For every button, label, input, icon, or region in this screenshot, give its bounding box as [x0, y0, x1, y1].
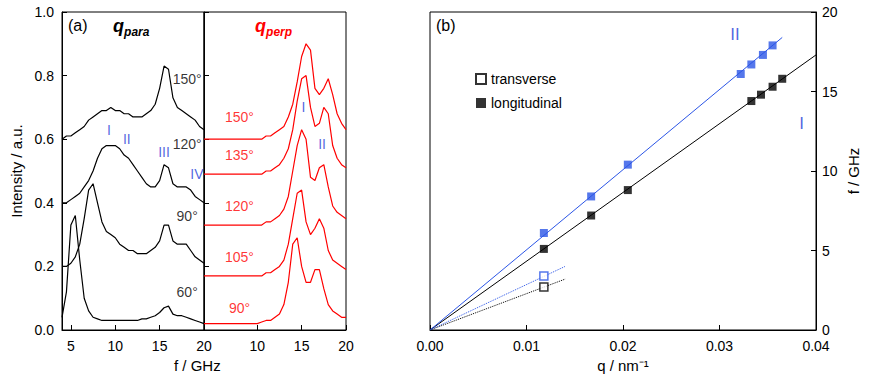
svg-text:105°: 105°: [225, 249, 254, 265]
svg-text:10: 10: [107, 338, 123, 354]
svg-text:10: 10: [249, 338, 265, 354]
svg-text:q: q: [113, 16, 124, 36]
svg-text:10: 10: [822, 163, 838, 179]
svg-text:5: 5: [822, 243, 830, 259]
svg-text:0.8: 0.8: [35, 68, 55, 84]
svg-text:IV: IV: [190, 166, 204, 182]
svg-text:20: 20: [822, 4, 838, 20]
svg-text:60°: 60°: [177, 284, 198, 300]
svg-text:(b): (b): [436, 17, 456, 34]
svg-text:20: 20: [338, 338, 354, 354]
svg-text:para: para: [123, 25, 150, 39]
svg-text:f / GHz: f / GHz: [174, 357, 221, 374]
svg-text:20: 20: [196, 338, 212, 354]
svg-text:q: q: [255, 16, 266, 36]
svg-text:15: 15: [822, 84, 838, 100]
svg-text:15: 15: [152, 338, 168, 354]
svg-text:II: II: [318, 136, 326, 152]
svg-text:0.0: 0.0: [35, 322, 55, 338]
svg-text:120°: 120°: [225, 198, 254, 214]
svg-text:150°: 150°: [173, 71, 202, 87]
svg-text:I: I: [107, 122, 111, 138]
svg-text:0.4: 0.4: [35, 195, 55, 211]
svg-text:II: II: [730, 25, 739, 44]
svg-text:transverse: transverse: [491, 71, 557, 87]
svg-text:I: I: [799, 114, 804, 133]
svg-text:q / nm⁻¹: q / nm⁻¹: [597, 357, 649, 374]
svg-text:(a): (a): [68, 17, 88, 34]
svg-text:15: 15: [294, 338, 310, 354]
svg-text:0.6: 0.6: [35, 131, 55, 147]
svg-text:0.03: 0.03: [706, 338, 733, 354]
svg-text:longitudinal: longitudinal: [491, 95, 562, 111]
svg-text:III: III: [158, 144, 170, 160]
svg-text:0.02: 0.02: [609, 338, 636, 354]
svg-text:1.0: 1.0: [35, 4, 55, 20]
svg-text:f / GHz: f / GHz: [845, 148, 862, 195]
svg-text:0.01: 0.01: [513, 338, 540, 354]
svg-text:135°: 135°: [225, 147, 254, 163]
svg-text:90°: 90°: [229, 300, 250, 316]
svg-text:perp: perp: [265, 25, 292, 39]
svg-text:150°: 150°: [225, 109, 254, 125]
svg-text:0.00: 0.00: [416, 338, 443, 354]
svg-text:90°: 90°: [177, 208, 198, 224]
svg-text:5: 5: [67, 338, 75, 354]
svg-text:0.2: 0.2: [35, 258, 55, 274]
svg-text:120°: 120°: [173, 136, 202, 152]
svg-text:II: II: [123, 131, 131, 147]
svg-text:I: I: [301, 99, 305, 115]
svg-text:0.04: 0.04: [802, 338, 829, 354]
svg-text:0: 0: [822, 322, 830, 338]
svg-text:Intensity / a.u.: Intensity / a.u.: [8, 124, 25, 217]
